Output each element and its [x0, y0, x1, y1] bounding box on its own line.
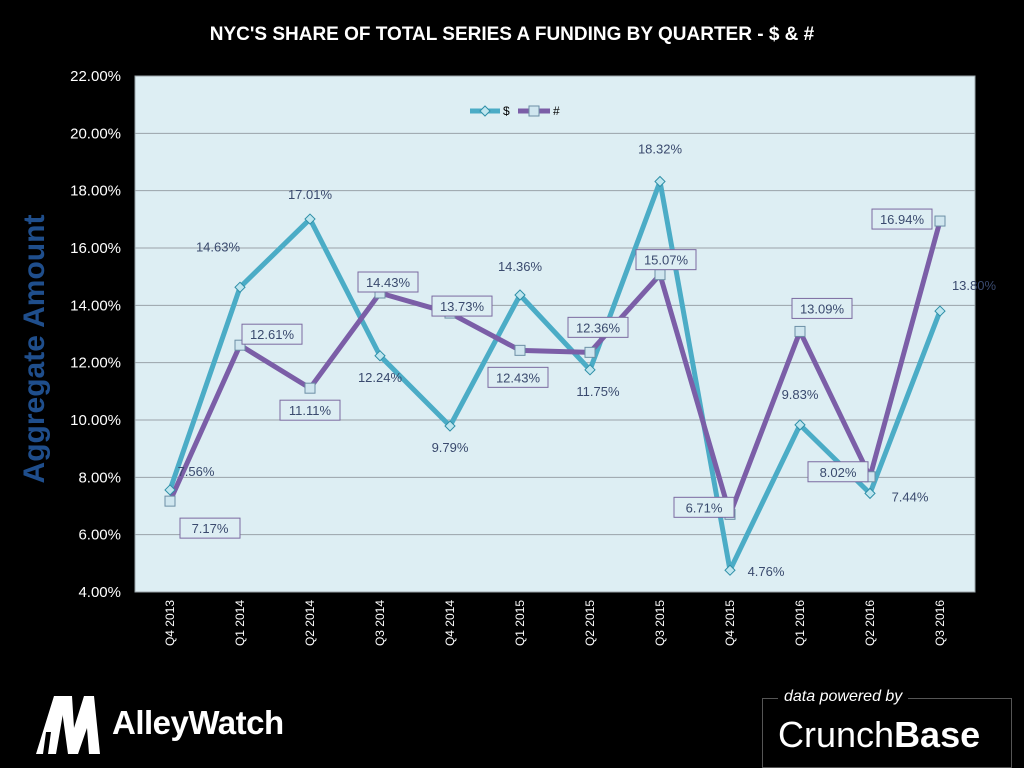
- series-line-count: [167, 218, 943, 517]
- powered-by-text: data powered by: [778, 688, 909, 706]
- x-tick-label: Q3 2016: [933, 600, 947, 646]
- data-label-count: 6.71%: [686, 500, 723, 515]
- data-label-count: 16.94%: [880, 212, 925, 227]
- crunchbase-wordmark: CrunchBase: [778, 714, 980, 756]
- data-label-box: [871, 208, 933, 230]
- data-point-dollar: [444, 420, 456, 432]
- data-label-box: [487, 366, 549, 388]
- data-point-dollar: [654, 175, 666, 188]
- data-point-count: [234, 339, 246, 351]
- data-label-dollar: 11.75%: [576, 384, 620, 399]
- data-point-dollar: [164, 484, 176, 496]
- data-label-count: 7.17%: [192, 521, 229, 536]
- data-label-count: 11.11%: [289, 403, 332, 418]
- data-label-dollar: 12.24%: [358, 370, 403, 385]
- legend-marker-dollar: [479, 105, 491, 117]
- data-label-dollar: 9.79%: [432, 440, 469, 455]
- data-point-dollar: [724, 564, 736, 576]
- data-label-box: [791, 297, 853, 319]
- y-axis-ticks: 4.00% 6.00% 8.00% 10.00% 12.00% 14.00% 16.00% 1…: [70, 68, 121, 601]
- x-tick-label: Q2 2015: [583, 600, 597, 646]
- data-point-count: [934, 215, 946, 227]
- data-label-box: [567, 316, 629, 338]
- data-point-dollar: [934, 305, 946, 317]
- x-tick-label: Q3 2014: [373, 600, 387, 646]
- y-tick-label: 16.00%: [70, 240, 121, 257]
- crunchbase-word-regular: Crunch: [778, 714, 895, 755]
- data-point-dollar: [514, 289, 526, 301]
- data-point-count: [654, 269, 666, 281]
- data-label-count: 12.61%: [250, 327, 295, 342]
- legend-marker-count: [528, 105, 540, 117]
- data-label-count: 13.09%: [800, 301, 845, 316]
- alleywatch-mark-icon: [36, 696, 100, 754]
- legend-label-dollar: $: [503, 104, 510, 118]
- series-lines: [164, 175, 946, 576]
- data-point-count: [584, 346, 596, 358]
- data-label-count: 14.43%: [366, 275, 411, 290]
- x-tick-label: Q4 2013: [163, 600, 177, 646]
- data-label-count: 12.43%: [496, 370, 541, 385]
- data-label-count: 15.07%: [644, 253, 689, 268]
- y-tick-label: 6.00%: [78, 527, 121, 544]
- data-label-box: [431, 295, 493, 317]
- crunchbase-word-bold: Base: [894, 714, 981, 755]
- data-labels: 7.56% 14.63% 17.01% 12.24% 9.79% 14.36% 11.75%…: [178, 141, 997, 579]
- data-point-dollar: [234, 281, 246, 293]
- data-label-dollar: 14.36%: [498, 259, 543, 274]
- data-point-dollar: [864, 487, 876, 500]
- y-tick-label: 22.00%: [70, 68, 121, 85]
- data-label-count: 13.73%: [440, 299, 485, 314]
- data-label-dollar: 7.56%: [178, 464, 215, 479]
- data-point-count: [304, 382, 316, 394]
- y-tick-label: 8.00%: [78, 469, 121, 486]
- data-label-dollar: 13.80%: [952, 278, 997, 293]
- data-label-dollar: 18.32%: [638, 141, 683, 156]
- x-axis-ticks: Q4 2013 Q1 2014 Q2 2014 Q3 2014 Q4 2014 Q1 20…: [163, 600, 947, 646]
- x-tick-label: Q2 2014: [303, 600, 317, 646]
- data-label-box: [635, 249, 697, 271]
- series-line-dollar: [167, 178, 943, 573]
- y-tick-label: 20.00%: [70, 125, 121, 142]
- x-tick-label: Q4 2015: [723, 600, 737, 646]
- chart-title: NYC'S SHARE OF TOTAL SERIES A FUNDING BY…: [210, 24, 815, 45]
- legend: $ #: [470, 104, 560, 118]
- data-label-box: [673, 496, 735, 518]
- data-label-box: [279, 399, 341, 421]
- data-point-dollar: [794, 419, 806, 431]
- y-tick-label: 18.00%: [70, 183, 121, 200]
- legend-label-count: #: [553, 104, 560, 118]
- data-label-dollar: 9.83%: [782, 387, 819, 402]
- data-label-dollar: 14.63%: [196, 239, 241, 254]
- data-label-count: 8.02%: [820, 465, 857, 480]
- data-point-dollar: [304, 213, 316, 225]
- data-label-dollar: 7.44%: [892, 489, 929, 504]
- data-label-box: [357, 271, 419, 293]
- y-tick-label: 14.00%: [70, 297, 121, 314]
- y-tick-label: 10.00%: [70, 412, 121, 429]
- data-label-box: [241, 323, 303, 345]
- x-tick-label: Q1 2014: [233, 600, 247, 646]
- data-point-count: [514, 344, 526, 356]
- y-tick-label: 12.00%: [70, 355, 121, 372]
- data-point-dollar: [584, 364, 596, 376]
- data-label-box: [179, 517, 241, 539]
- x-tick-label: Q2 2016: [863, 600, 877, 646]
- data-label-count: 12.36%: [576, 320, 621, 335]
- x-tick-label: Q3 2015: [653, 600, 667, 646]
- data-point-dollar: [374, 350, 386, 362]
- alleywatch-logo: AlleyWatch: [34, 688, 304, 758]
- data-point-count: [164, 495, 176, 507]
- data-label-dollar: 17.01%: [288, 187, 333, 202]
- x-tick-label: Q1 2015: [513, 600, 527, 646]
- x-tick-label: Q4 2014: [443, 600, 457, 646]
- data-label-dollar: 4.76%: [748, 564, 785, 579]
- y-tick-label: 4.00%: [78, 584, 121, 601]
- data-point-count: [794, 325, 806, 337]
- alleywatch-wordmark: AlleyWatch: [112, 704, 284, 741]
- data-label-box: [807, 461, 869, 483]
- y-axis-label: Aggregate Amount: [18, 215, 51, 484]
- x-tick-label: Q1 2016: [793, 600, 807, 646]
